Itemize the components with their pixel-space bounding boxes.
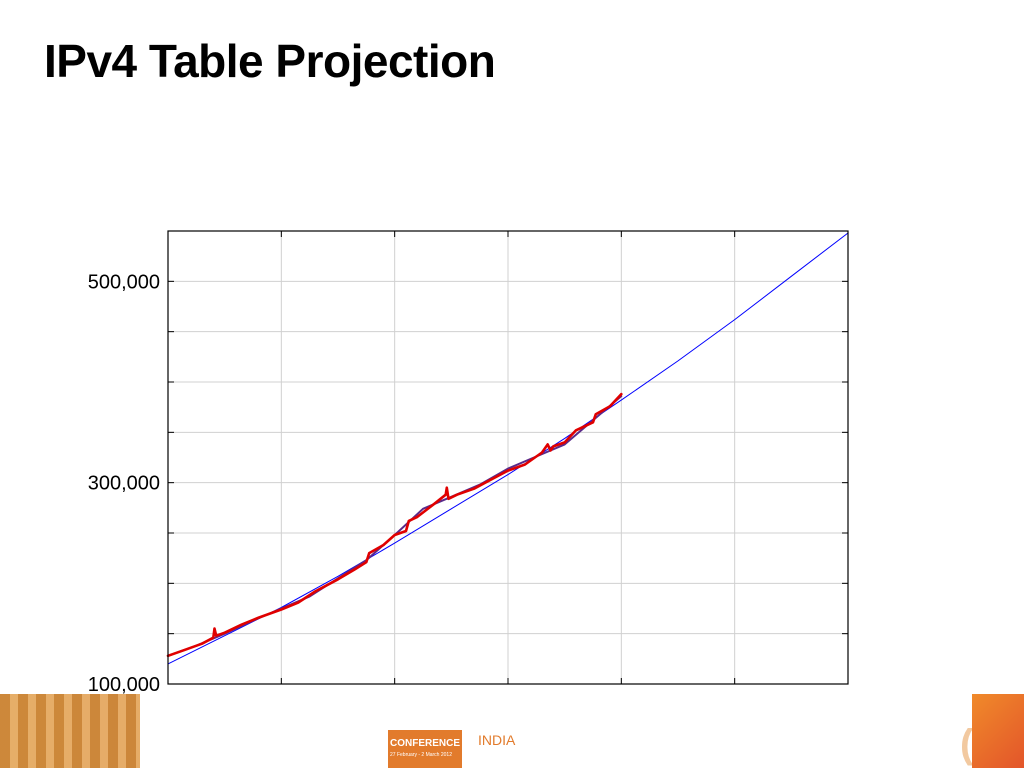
footer-white-panel: CONFERENCE 27 February - 2 March 2012 IN… — [140, 694, 1024, 768]
chart-grid — [167, 231, 849, 685]
series-line-2 — [166, 392, 623, 658]
palace-illustration — [0, 694, 140, 768]
footer-right-decoration — [972, 694, 1024, 768]
plot-frame — [167, 230, 849, 685]
chart-series — [166, 232, 849, 665]
y-tick-label: 500,000 — [88, 271, 160, 293]
conference-label: CONFERENCE — [390, 738, 461, 749]
conference-dates: 27 February - 2 March 2012 — [390, 752, 452, 758]
y-tick-label: 100,000 — [88, 674, 160, 696]
slide-title: IPv4 Table Projection — [44, 35, 496, 87]
conference-footer-banner: CONFERENCE 27 February - 2 March 2012 IN… — [0, 694, 1024, 768]
chart-ticks — [167, 231, 849, 685]
y-tick-label: 300,000 — [88, 473, 160, 495]
conference-badge: CONFERENCE 27 February - 2 March 2012 — [388, 730, 462, 768]
india-label: INDIA — [478, 732, 516, 748]
